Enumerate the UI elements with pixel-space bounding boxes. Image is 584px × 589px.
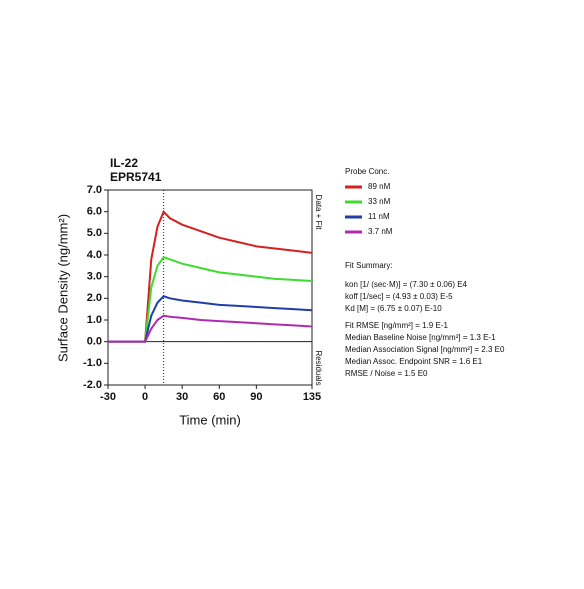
fit-summary-line: kon [1/ (sec·M)] = (7.30 ± 0.06) E4: [345, 280, 468, 289]
legend-label: 3.7 nM: [368, 227, 393, 236]
series-line: [108, 255, 313, 343]
y-tick-label: 6.0: [87, 206, 102, 218]
chart-title: IL-22: [110, 156, 138, 170]
chart-title: EPR5741: [110, 170, 162, 184]
y-tick-label: 5.0: [87, 227, 102, 239]
y-tick-label: 4.0: [87, 249, 102, 261]
fit-summary-line: Fit Summary:: [345, 261, 393, 270]
y-tick-label: 0.0: [87, 336, 102, 348]
legend-label: 89 nM: [368, 182, 391, 191]
y-tick-label: 2.0: [87, 292, 102, 304]
y-tick-label: -1.0: [83, 357, 102, 369]
legend-label: 33 nM: [368, 197, 391, 206]
y-axis-label: Surface Density (ng/mm²): [55, 214, 70, 362]
x-tick-label: -30: [100, 391, 116, 403]
fit-summary-line: Median Assoc. Endpoint SNR = 1.6 E1: [345, 357, 483, 366]
legend-title: Probe Conc.: [345, 167, 389, 176]
fit-summary-line: Kd [M] = (6.75 ± 0.07) E-10: [345, 304, 442, 313]
x-axis-label: Time (min): [179, 412, 241, 427]
x-tick-label: 60: [213, 391, 225, 403]
y-tick-label: 3.0: [87, 271, 102, 283]
legend-label: 11 nM: [368, 212, 390, 221]
side-label: Residuals: [314, 350, 323, 385]
fit-summary-line: Fit RMSE [ng/mm²] = 1.9 E-1: [345, 321, 448, 330]
x-tick-label: 30: [176, 391, 188, 403]
series-line: [108, 314, 313, 343]
series-line: [108, 295, 313, 343]
fit-summary-line: Median Association Signal [ng/mm²] = 2.3…: [345, 345, 505, 354]
y-tick-label: 7.0: [87, 184, 102, 196]
fit-summary-line: RMSE / Noise = 1.5 E0: [345, 369, 428, 378]
fit-summary-line: koff [1/sec] = (4.93 ± 0.03) E-5: [345, 292, 453, 301]
x-tick-label: 90: [250, 391, 262, 403]
fit-summary-line: Median Baseline Noise [ng/mm²] = 1.3 E-1: [345, 333, 496, 342]
side-label: Data + Fit: [314, 195, 323, 231]
y-tick-label: -2.0: [83, 379, 102, 391]
plot-frame: [107, 189, 313, 386]
y-tick-label: 1.0: [87, 314, 102, 326]
x-tick-label: 135: [303, 391, 321, 403]
x-tick-label: 0: [142, 391, 148, 403]
series-line: [108, 209, 313, 343]
